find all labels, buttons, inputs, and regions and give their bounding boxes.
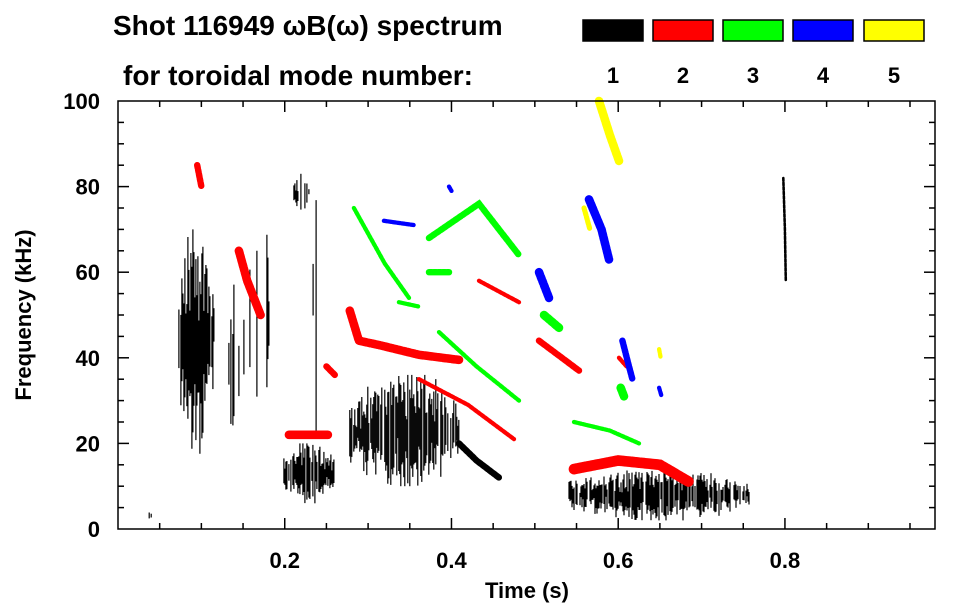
legend-label-mode-1: 1	[607, 63, 619, 88]
chart-subtitle: for toroidal mode number:	[123, 60, 473, 91]
mode-2-ridge	[234, 246, 265, 320]
blob-mode-1	[293, 173, 310, 210]
legend-swatch-mode-5	[863, 19, 925, 42]
mode-4-ridge	[534, 267, 554, 303]
legend-swatch-mode-3	[722, 19, 784, 42]
blob-mode-1	[178, 229, 215, 454]
y-tick-label: 100	[63, 89, 100, 114]
y-tick-label: 20	[76, 431, 100, 456]
chart-title: Shot 116949 ωB(ω) spectrum	[113, 10, 503, 41]
legend-swatch-mode-2	[652, 19, 714, 42]
y-axis-label: Frequency (kHz)	[11, 229, 36, 400]
mode-4-ridge	[584, 195, 614, 264]
y-tick-label: 0	[88, 517, 100, 542]
blob-mode-1	[228, 284, 245, 426]
mode-2-ridge	[193, 161, 205, 190]
blob-mode-1	[568, 469, 750, 521]
legend-swatch-mode-1	[582, 19, 644, 42]
mode-5-ridge	[581, 205, 593, 232]
x-tick-label: 0.6	[603, 548, 634, 573]
y-tick-label: 40	[76, 346, 100, 371]
mode-5-ridge	[594, 96, 624, 166]
legend-label-mode-5: 5	[888, 63, 900, 88]
mode-2-ridge	[616, 355, 629, 369]
blob-mode-1	[312, 200, 317, 437]
mode-3-ridge	[539, 310, 564, 333]
mode-2-ridge	[535, 337, 583, 374]
mode-3-ridge	[351, 205, 412, 301]
blob-mode-1	[148, 512, 152, 519]
mode-2-ridge	[323, 363, 339, 379]
legend: 1 2 3 4 5	[582, 19, 925, 88]
mode-4-ridge	[656, 385, 664, 399]
mode-1-ridge	[782, 176, 788, 283]
mode-5-ridge	[656, 347, 663, 360]
mode-4-ridge	[619, 337, 636, 383]
spectrum-marks	[148, 96, 788, 521]
y-tick-label: 60	[76, 260, 100, 285]
plot-frame	[117, 100, 936, 530]
blob-mode-1	[349, 374, 460, 487]
mode-3-ridge	[436, 329, 522, 403]
legend-label-mode-2: 2	[677, 63, 689, 88]
blob-mode-1	[283, 443, 335, 504]
legend-label-mode-4: 4	[817, 63, 830, 88]
x-tick-label: 0.8	[770, 548, 801, 573]
x-tick-label: 0.2	[269, 548, 300, 573]
mode-2-ridge	[476, 278, 522, 305]
mode-3-ridge	[616, 383, 629, 401]
y-tick-label: 80	[76, 175, 100, 200]
mode-3-ridge	[396, 300, 421, 309]
legend-swatch-mode-4	[792, 19, 854, 42]
mode-4-ridge	[381, 218, 417, 228]
legend-label-mode-3: 3	[747, 63, 759, 88]
mode-2-ridge	[416, 377, 517, 442]
mode-2-ridge	[345, 306, 464, 365]
mode-4-ridge	[446, 184, 454, 194]
mode-1-ridge	[455, 440, 503, 481]
mode-3-ridge	[571, 419, 642, 446]
mode-3-ridge	[425, 199, 523, 259]
x-tick-label: 0.4	[436, 548, 467, 573]
axes: 0.2 0.4 0.6 0.8 0 20 40 60 80 100	[63, 89, 936, 573]
mode-2-ridge	[568, 455, 695, 488]
x-axis-label: Time (s)	[485, 578, 569, 603]
